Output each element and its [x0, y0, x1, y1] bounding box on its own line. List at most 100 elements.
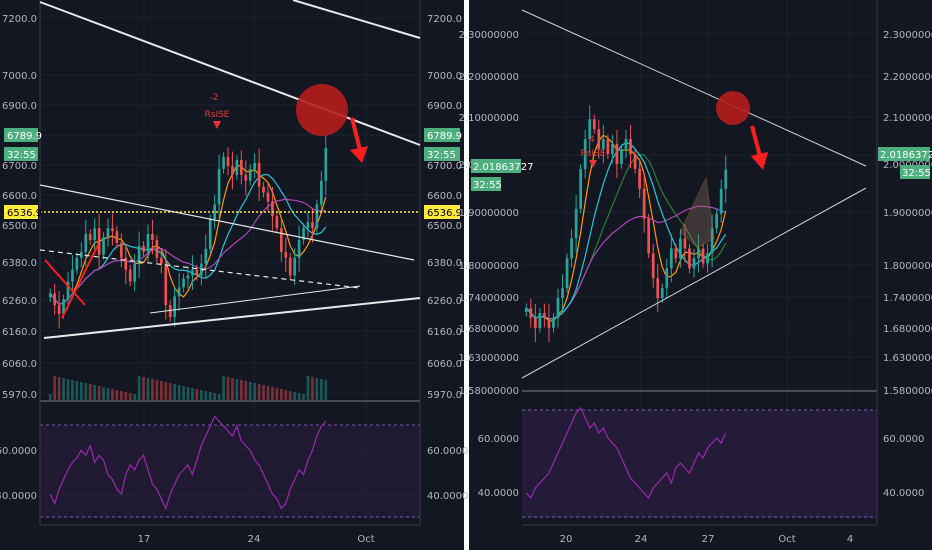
candle-body [611, 144, 614, 155]
candle-body [204, 248, 208, 264]
candle-body [142, 245, 145, 252]
candle-body [552, 317, 555, 328]
right-current-price-tag-left: 2.01863727 [471, 159, 533, 173]
candle-body [217, 168, 221, 205]
right-red-circle-marker[interactable] [716, 91, 750, 125]
volume-bar [293, 392, 296, 400]
right-rsi-zone [522, 410, 877, 518]
left-countdown-tag-left: 32:55 [4, 147, 38, 161]
candle-body [629, 139, 632, 155]
left-red-circle-marker[interactable] [296, 84, 348, 136]
candle-body [106, 228, 110, 238]
volume-bar [173, 384, 176, 400]
candle-body [311, 222, 314, 229]
candle-body [84, 234, 88, 252]
left-top-right-trendline[interactable] [292, 0, 421, 39]
price-axis-label: 1.58000000 [459, 386, 519, 397]
candle-body [543, 312, 546, 318]
price-axis-label: 1.63000000 [459, 353, 519, 364]
candle-body [288, 257, 292, 276]
candle-body [262, 186, 265, 193]
volume-bar [240, 380, 243, 400]
right-down-arrow[interactable] [750, 125, 768, 170]
candle-body [75, 257, 79, 270]
price-axis-label: 6380.0 [427, 258, 462, 269]
candle-body [620, 149, 623, 164]
candle-body [80, 251, 83, 258]
volume-bar [311, 377, 314, 400]
volume-bar [213, 393, 216, 400]
volume-bar [93, 385, 96, 400]
candle-body [719, 188, 723, 214]
candle-body [115, 231, 119, 243]
candle-body [651, 253, 655, 279]
candle-body [579, 168, 583, 209]
candle-body [128, 269, 132, 282]
candle-body [715, 213, 719, 229]
candle-body [315, 204, 319, 229]
price-axis-label: 2.10000000 [883, 113, 932, 124]
candle-body [62, 299, 65, 315]
left-down-arrow[interactable] [350, 117, 368, 163]
volume-bar [266, 386, 270, 400]
candle-body [231, 165, 234, 175]
volume-bar [102, 387, 105, 400]
volume-bar [120, 391, 123, 400]
volume-bar [315, 378, 319, 400]
candle-body [124, 257, 128, 270]
candle-body [656, 278, 660, 299]
price-axis-label: 1.74000000 [459, 293, 519, 304]
right-orange-wedge [679, 176, 715, 249]
left-price-axis-right: 7200.0 7000.0 6900.0 6700.0 6600.0 6500.0 6380… [427, 14, 468, 502]
price-axis-label: 7200.0 [2, 14, 37, 25]
candle-body [570, 238, 573, 259]
price-axis-label: 6160.0 [2, 327, 37, 338]
price-axis-label: 40.0000 [883, 488, 924, 499]
candle-body [177, 287, 181, 297]
price-axis-label: 60.0000 [478, 434, 519, 445]
candle-body [597, 129, 601, 150]
date-label: 17 [138, 534, 151, 545]
left-red-cross-line-1[interactable] [44, 259, 86, 306]
price-axis-label: 1.58000000 [883, 386, 932, 397]
candle-body [592, 119, 596, 130]
candle-body [257, 162, 261, 187]
candle-body [706, 253, 709, 264]
left-support-line-1[interactable] [43, 297, 421, 339]
volume-bar [142, 377, 145, 400]
left-red-cross-line-2[interactable] [61, 244, 99, 319]
left-countdown-right: 32:55 [427, 150, 456, 161]
candle-body [284, 251, 288, 258]
price-axis-label: 5970.0 [2, 390, 37, 401]
volume-bar [66, 379, 70, 400]
left-level-price-right: 6536.9 [427, 208, 462, 219]
candle-body [146, 234, 150, 252]
right-price-axis-left: 2.300000002.200000002.100000002.00000000… [459, 30, 519, 499]
right-current-price-tag-right: 2.01863727 [878, 147, 932, 161]
volume-bar [80, 382, 83, 400]
candle-body [293, 257, 296, 276]
price-axis-label: 2.30000000 [459, 30, 519, 41]
candle-body [111, 228, 114, 232]
left-mid-trendline[interactable] [39, 184, 415, 261]
right-lower-trendline[interactable] [521, 187, 867, 379]
candle-body [266, 192, 270, 202]
price-axis-label: 1.68000000 [459, 324, 519, 335]
price-axis-label: 6900.0 [427, 101, 462, 112]
date-label: Oct [357, 534, 374, 545]
volume-bar [262, 385, 265, 400]
left-ma-slow [49, 198, 326, 305]
volume-bar [320, 379, 323, 400]
left-countdown-tag-right: 32:55 [424, 147, 460, 161]
right-upper-trendline[interactable] [521, 9, 867, 167]
left-rsise-annotation: -2 RsISE [205, 93, 230, 129]
left-support-line-2[interactable] [149, 285, 361, 314]
candle-body [674, 248, 678, 259]
left-upper-trendline[interactable] [39, 1, 421, 146]
candle-body [226, 157, 230, 166]
candle-body [93, 228, 96, 240]
candle-body [529, 308, 533, 318]
left-countdown-left: 32:55 [7, 150, 36, 161]
right-countdown-right: 32:55 [902, 168, 931, 179]
